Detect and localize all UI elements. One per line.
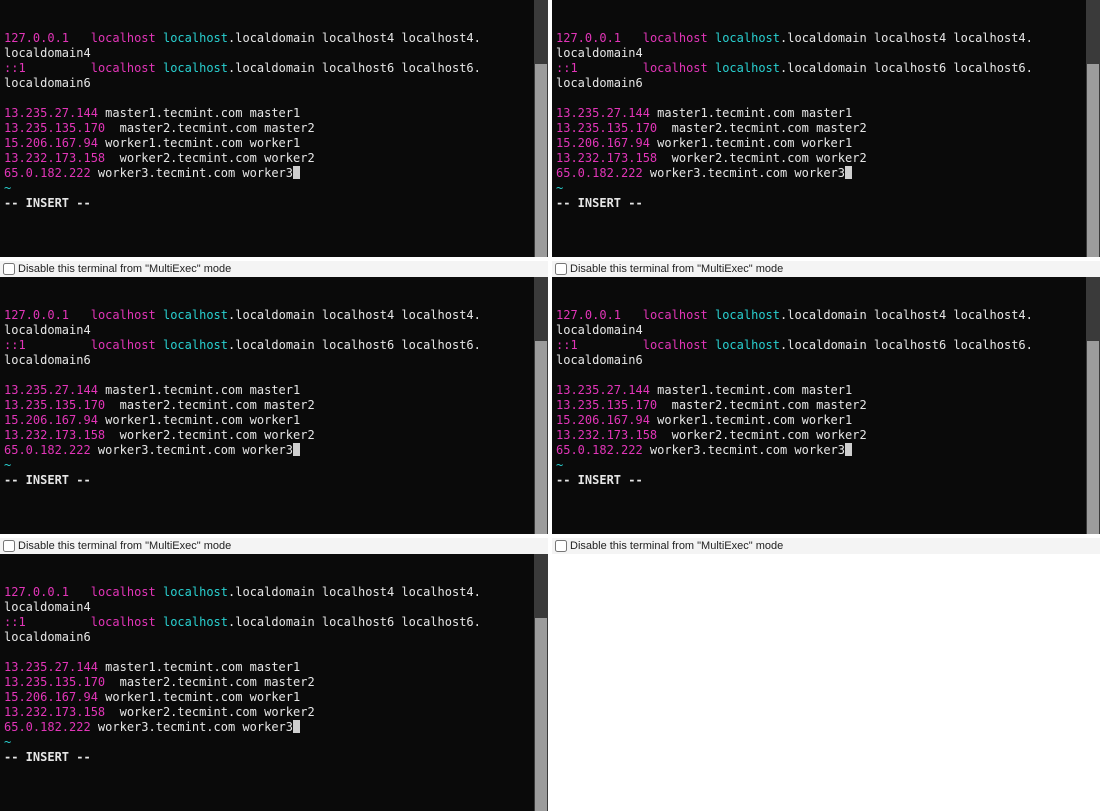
text-cursor [845,166,852,179]
multiexec-disable-bar: Disable this terminal from "MultiExec" m… [552,261,1100,277]
vim-mode-indicator: -- INSERT -- [4,750,546,765]
terminal-pane-4: Disable this terminal from "MultiExec" m… [552,261,1100,534]
terminal-output[interactable]: 127.0.0.1 localhost localhost.localdomai… [552,0,1100,257]
terminal-pane-2: 127.0.0.1 localhost localhost.localdomai… [552,0,1100,257]
terminal-pane-1: 127.0.0.1 localhost localhost.localdomai… [0,0,548,257]
terminal-output[interactable]: 127.0.0.1 localhost localhost.localdomai… [0,277,548,534]
terminal-scrollbar[interactable] [1086,277,1100,534]
multiexec-disable-label: Disable this terminal from "MultiExec" m… [570,263,783,275]
multiexec-disable-bar: Disable this terminal from "MultiExec" m… [0,538,548,554]
vim-mode-indicator: -- INSERT -- [556,196,1098,211]
scrollbar-thumb[interactable] [535,618,547,811]
text-cursor [845,443,852,456]
terminal-pane-5: Disable this terminal from "MultiExec" m… [0,538,548,811]
multiexec-disable-checkbox[interactable] [555,540,567,552]
scrollbar-thumb[interactable] [535,341,547,534]
terminal-scrollbar[interactable] [534,277,548,534]
terminal-pane-3: Disable this terminal from "MultiExec" m… [0,261,548,534]
multiexec-disable-bar: Disable this terminal from "MultiExec" m… [0,261,548,277]
multiexec-disable-label: Disable this terminal from "MultiExec" m… [18,263,231,275]
terminal-pane-6: Disable this terminal from "MultiExec" m… [552,538,1100,811]
multiexec-disable-label: Disable this terminal from "MultiExec" m… [18,540,231,552]
multiexec-disable-checkbox[interactable] [555,263,567,275]
multiexec-disable-label: Disable this terminal from "MultiExec" m… [570,540,783,552]
vim-mode-indicator: -- INSERT -- [556,473,1098,488]
scrollbar-thumb[interactable] [1087,64,1099,257]
terminal-output[interactable]: 127.0.0.1 localhost localhost.localdomai… [0,0,548,257]
multiexec-disable-bar: Disable this terminal from "MultiExec" m… [552,538,1100,554]
terminal-output[interactable]: 127.0.0.1 localhost localhost.localdomai… [552,277,1100,534]
text-cursor [293,166,300,179]
terminal-scrollbar[interactable] [1086,0,1100,257]
scrollbar-thumb[interactable] [1087,341,1099,534]
multiexec-disable-checkbox[interactable] [3,540,15,552]
terminal-scrollbar[interactable] [534,554,548,811]
multiexec-disable-checkbox[interactable] [3,263,15,275]
text-cursor [293,443,300,456]
scrollbar-thumb[interactable] [535,64,547,257]
terminal-grid: 127.0.0.1 localhost localhost.localdomai… [0,0,1100,811]
terminal-output[interactable]: 127.0.0.1 localhost localhost.localdomai… [0,554,548,811]
terminal-scrollbar[interactable] [534,0,548,257]
vim-mode-indicator: -- INSERT -- [4,196,546,211]
text-cursor [293,720,300,733]
vim-mode-indicator: -- INSERT -- [4,473,546,488]
